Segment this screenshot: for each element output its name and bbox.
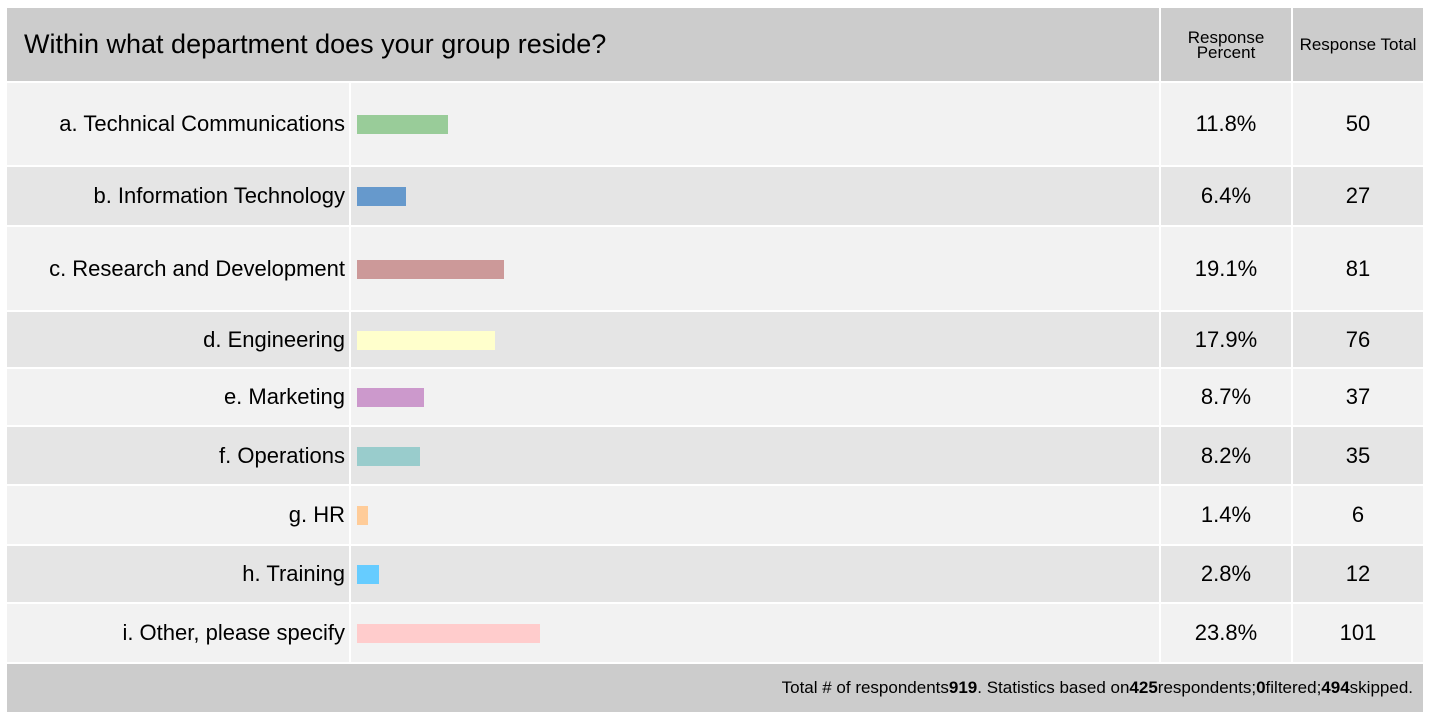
response-percent: 19.1% (1159, 227, 1291, 310)
bar-cell (349, 83, 1159, 165)
table-row: b. Information Technology 6.4% 27 (7, 165, 1423, 225)
table-row: i. Other, please specify 23.8% 101 (7, 602, 1423, 662)
footer-text-5: skipped. (1349, 678, 1413, 697)
response-percent-header: Response Percent (1159, 8, 1291, 81)
response-percent: 11.8% (1159, 83, 1291, 165)
answer-label: c. Research and Development (49, 255, 345, 281)
footer-text-2: . Statistics based on (977, 678, 1130, 697)
table-row: c. Research and Development 19.1% 81 (7, 225, 1423, 310)
bar-cell (349, 427, 1159, 484)
footer-text-4: filtered; (1265, 678, 1322, 697)
footer-text-1: Total # of respondents (781, 678, 949, 697)
answer-rows: a. Technical Communications 11.8% 50 b. Inf… (7, 81, 1423, 662)
response-total: 6 (1291, 486, 1423, 544)
response-bar (357, 388, 424, 407)
bar-cell (349, 227, 1159, 310)
table-row: h. Training 2.8% 12 (7, 544, 1423, 602)
bar-cell (349, 312, 1159, 367)
response-total: 37 (1291, 369, 1423, 425)
answer-label: g. HR (288, 502, 345, 527)
response-percent: 2.8% (1159, 546, 1291, 602)
answer-label: b. Information Technology (93, 183, 345, 208)
response-percent: 23.8% (1159, 604, 1291, 662)
skipped-count: 494 (1321, 678, 1350, 697)
response-total: 35 (1291, 427, 1423, 484)
response-bar (357, 624, 540, 643)
table-row: f. Operations 8.2% 35 (7, 425, 1423, 484)
question-title: Within what department does your group r… (24, 29, 607, 59)
response-percent: 8.2% (1159, 427, 1291, 484)
response-total: 76 (1291, 312, 1423, 367)
answer-label: f. Operations (219, 442, 345, 468)
response-total: 50 (1291, 83, 1423, 165)
response-bar (357, 565, 379, 584)
response-bar (357, 115, 448, 134)
answer-label: d. Engineering (203, 326, 345, 352)
bar-cell (349, 486, 1159, 544)
response-bar (357, 506, 368, 525)
filtered-count: 0 (1256, 678, 1266, 697)
statistics-respondents-count: 425 (1129, 678, 1158, 697)
response-bar (357, 259, 504, 279)
bar-cell (349, 604, 1159, 662)
bar-cell (349, 167, 1159, 225)
response-total: 101 (1291, 604, 1423, 662)
bar-cell (349, 369, 1159, 425)
response-percent: 1.4% (1159, 486, 1291, 544)
table-row: d. Engineering 17.9% 76 (7, 310, 1423, 367)
table-row: e. Marketing 8.7% 37 (7, 367, 1423, 425)
response-total-header: Response Total (1291, 8, 1423, 81)
bar-cell (349, 546, 1159, 602)
response-bar (357, 446, 420, 466)
footer-text-3: respondents; (1157, 678, 1257, 697)
answer-label: i. Other, please specify (122, 620, 345, 645)
response-bar (357, 187, 406, 206)
total-respondents-count: 919 (948, 678, 978, 697)
response-total: 27 (1291, 167, 1423, 225)
table-row: a. Technical Communications 11.8% 50 (7, 81, 1423, 165)
response-percent: 17.9% (1159, 312, 1291, 367)
respondent-summary: Total # of respondents 919. Statistics b… (7, 664, 1423, 712)
response-percent: 6.4% (1159, 167, 1291, 225)
answer-label: a. Technical Communications (59, 111, 345, 136)
table-row: g. HR 1.4% 6 (7, 484, 1423, 544)
table-header: Within what department does your group r… (7, 8, 1423, 81)
response-total: 12 (1291, 546, 1423, 602)
response-bar (357, 330, 495, 350)
answer-label: h. Training (242, 561, 345, 586)
response-percent: 8.7% (1159, 369, 1291, 425)
survey-results-table: Within what department does your group r… (7, 8, 1423, 712)
response-total: 81 (1291, 227, 1423, 310)
answer-label: e. Marketing (223, 384, 345, 409)
